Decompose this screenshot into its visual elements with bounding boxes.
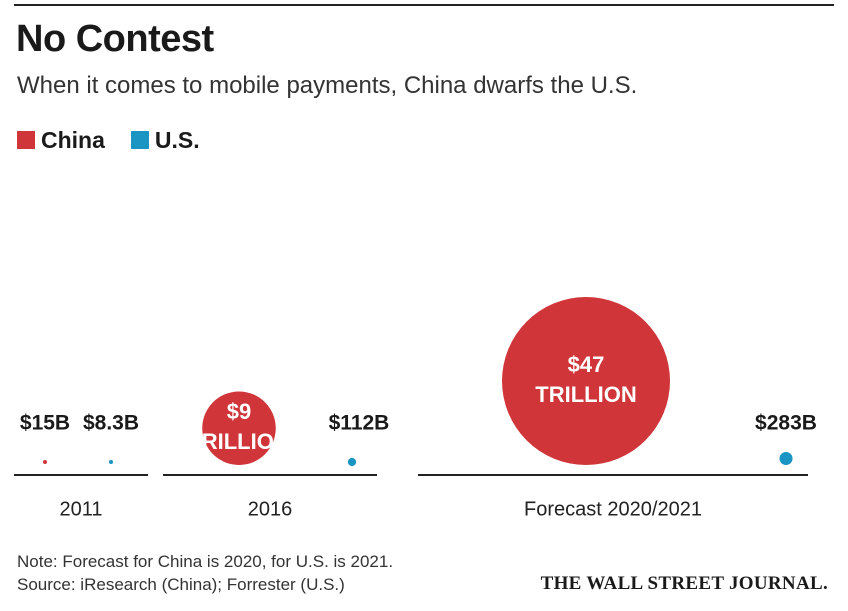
chart-subtitle: When it comes to mobile payments, China … bbox=[17, 72, 638, 99]
legend-swatch-us bbox=[130, 131, 149, 149]
bubble-china bbox=[502, 297, 670, 465]
bubble-us bbox=[109, 460, 113, 464]
legend-label-china: China bbox=[41, 126, 105, 153]
legend-label-us: U.S. bbox=[154, 126, 200, 153]
category-label: 2016 bbox=[248, 498, 293, 520]
bubble-us bbox=[779, 451, 793, 466]
bubble-china bbox=[43, 460, 47, 464]
chart-title: No Contest bbox=[16, 18, 214, 60]
category-label: Forecast 2020/2021 bbox=[524, 498, 702, 520]
data-label-us: $283B bbox=[755, 412, 817, 435]
top-rule bbox=[14, 4, 834, 6]
category-label: 2011 bbox=[59, 498, 102, 520]
source-note: Source: iResearch (China); Forrester (U.… bbox=[17, 575, 345, 594]
bubble-china bbox=[202, 391, 276, 466]
data-label-china: $9 bbox=[227, 399, 251, 424]
data-label-china: $15B bbox=[20, 412, 70, 435]
data-label-china: $47 bbox=[568, 352, 605, 377]
publisher-logo: THE WALL STREET JOURNAL. bbox=[540, 573, 828, 594]
footnote: Note: Forecast for China is 2020, for U.… bbox=[17, 552, 394, 571]
legend-item-us: U.S. bbox=[130, 126, 200, 154]
legend-swatch-china bbox=[17, 131, 35, 149]
data-label-us: $112B bbox=[329, 412, 390, 435]
legend-item-china: China bbox=[17, 127, 105, 154]
data-label-us: $8.3B bbox=[83, 412, 139, 435]
bubble-us bbox=[347, 457, 357, 467]
data-label-china: TRILLION bbox=[188, 429, 289, 454]
legend: China U.S. bbox=[17, 127, 226, 153]
data-label-china: TRILLION bbox=[535, 382, 636, 407]
